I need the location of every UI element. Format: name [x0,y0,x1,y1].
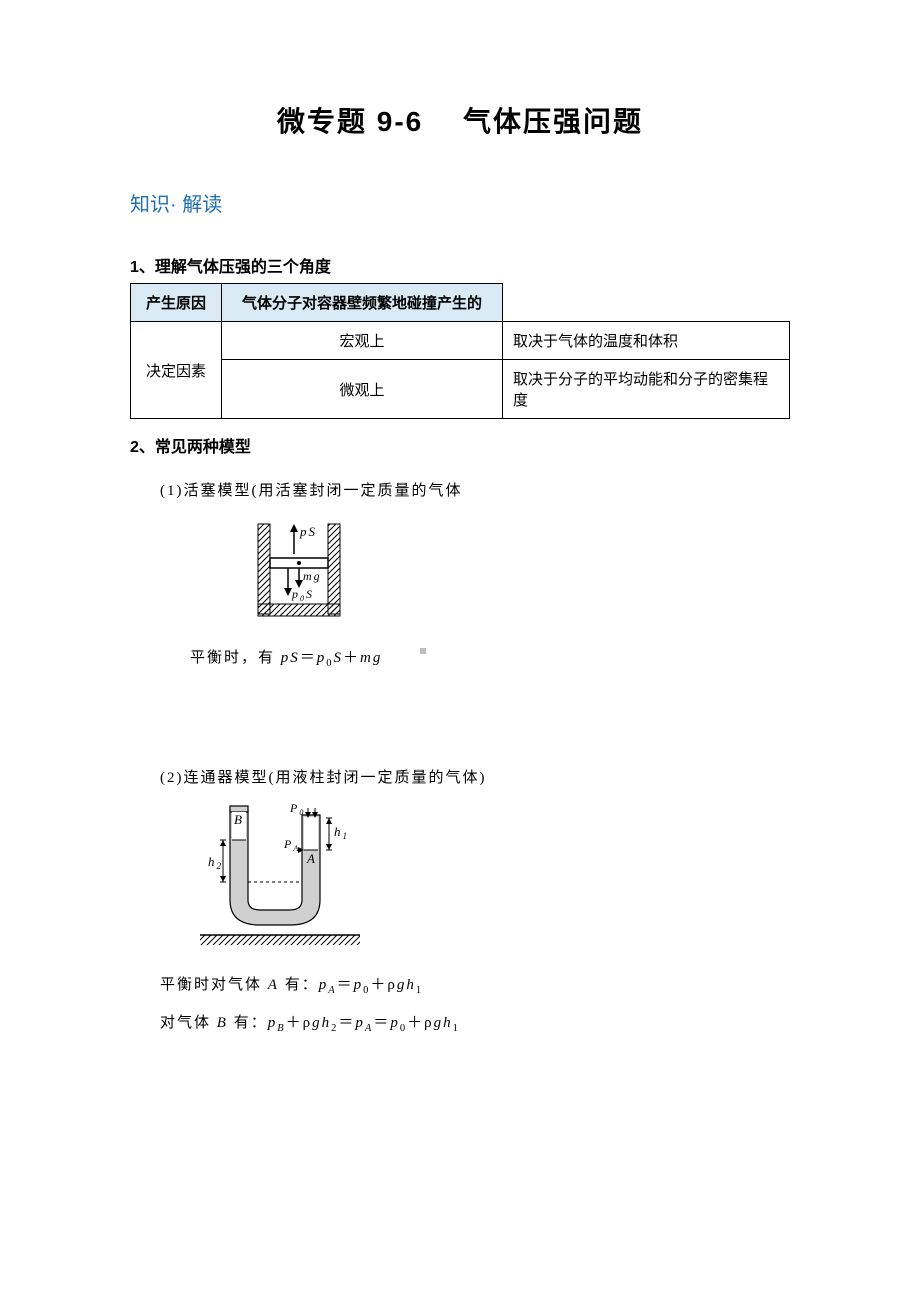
model-1: (1)活塞模型(用活塞封闭一定质量的气体 [160,477,790,674]
model2-figure: B h2 P0 [190,800,790,961]
svg-text:B: B [234,812,244,827]
model1-figure: pS mg p0S [250,514,790,635]
section-heading: 知识· 解读 [130,188,790,217]
model-2: (2)连通器模型(用液柱封闭一定质量的气体) [160,764,790,1039]
table-row: 产生原因 气体分子对容器壁频繁地碰撞产生的 [131,284,790,322]
subheading-2: 2、常见两种模型 [130,433,790,457]
utube-diagram: B h2 P0 [190,800,380,950]
model2-equation-A: 平衡时对气体 A 有：pA＝p0＋ρgh1 [160,971,790,1001]
table-row: 决定因素 宏观上 取决于气体的温度和体积 [131,322,790,360]
svg-text:PA: PA [283,837,300,853]
svg-text:A: A [306,851,317,866]
cell-micro-label: 微观上 [222,360,503,419]
model2-caption: (2)连通器模型(用液柱封闭一定质量的气体) [160,764,490,793]
cell-factor-label: 决定因素 [131,322,222,419]
cell-cause-value: 气体分子对容器壁频繁地碰撞产生的 [222,284,503,322]
svg-text:p0S: p0S [291,587,314,603]
page-title: 微专题 9-6 气体压强问题 [130,100,790,140]
concept-table: 产生原因 气体分子对容器壁频繁地碰撞产生的 决定因素 宏观上 取决于气体的温度和… [130,283,790,419]
piston-diagram: pS mg p0S [250,514,360,624]
model1-equation: 平衡时，有 pS＝p0S＋mg [190,644,790,674]
page-marker-icon [420,648,426,654]
svg-text:mg: mg [303,569,322,583]
svg-text:h2: h2 [208,854,223,871]
cell-empty [503,284,790,322]
model1-caption: (1)活塞模型(用活塞封闭一定质量的气体 [160,477,790,506]
cell-cause-label: 产生原因 [131,284,222,322]
subheading-1: 1、理解气体压强的三个角度 [130,253,790,277]
cell-micro-value: 取决于分子的平均动能和分子的密集程度 [503,360,790,419]
page: 微专题 9-6 气体压强问题 知识· 解读 1、理解气体压强的三个角度 产生原因… [0,0,920,1302]
svg-text:P0: P0 [289,801,305,817]
model2-equation-B: 对气体 B 有：pB＋ρgh2＝pA＝p0＋ρgh1 [160,1009,790,1039]
svg-text:h1: h1 [334,824,349,841]
table-row: 微观上 取决于分子的平均动能和分子的密集程度 [131,360,790,419]
svg-text:pS: pS [299,524,317,539]
cell-macro-value: 取决于气体的温度和体积 [503,322,790,360]
cell-macro-label: 宏观上 [222,322,503,360]
